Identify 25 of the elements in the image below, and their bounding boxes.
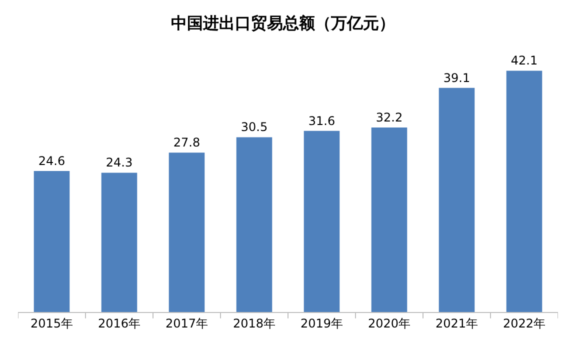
data-label: 32.2 (376, 110, 403, 124)
x-tick-label: 2016年 (98, 316, 141, 330)
x-tick-label: 2018年 (232, 316, 276, 330)
bar (438, 88, 475, 312)
data-label: 27.8 (173, 136, 200, 150)
x-tick-label: 2017年 (165, 316, 208, 330)
bar (34, 171, 70, 312)
data-label: 24.6 (38, 154, 66, 168)
x-tick-label: 2021年 (435, 316, 478, 330)
data-label: 24.3 (106, 156, 133, 170)
data-label: 30.5 (240, 120, 268, 134)
data-label: 31.6 (308, 114, 336, 128)
bar (506, 70, 542, 312)
bar (236, 137, 272, 312)
bar (304, 130, 340, 312)
bar (168, 152, 205, 312)
x-tick-label: 2019年 (300, 316, 344, 330)
x-tick-label: 2015年 (30, 316, 74, 330)
data-label: 39.1 (443, 70, 470, 85)
x-tick-label: 2022年 (502, 316, 546, 330)
bar (101, 172, 138, 312)
bar (371, 127, 408, 312)
data-label: 42.1 (510, 54, 538, 68)
x-tick-label: 2020年 (368, 316, 411, 330)
chart-title: 中国进出口贸易总额（万亿元） (171, 14, 395, 32)
